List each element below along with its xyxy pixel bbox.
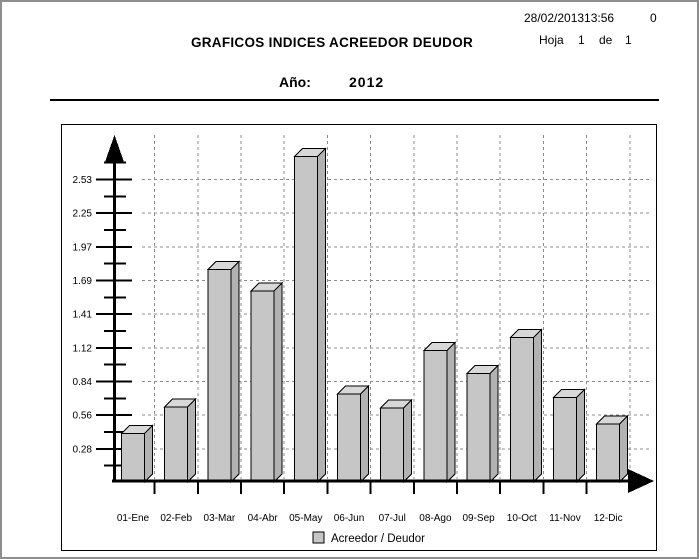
bar-side-face <box>144 424 153 484</box>
y-axis-tick-label: 0.28 <box>73 444 93 455</box>
bar-side-face <box>576 388 585 484</box>
y-axis-tick-label: 1.69 <box>73 276 93 287</box>
bar-06-Jun <box>337 393 361 483</box>
bar-chart: 0.28 0.56 0.84 1.12 1.41 1.69 1.97 2.25 2.53 01-E… <box>73 135 654 545</box>
bar-side-face <box>230 260 240 484</box>
bar-03-Mar <box>207 269 232 483</box>
x-axis-category-label: 07-Jul <box>379 513 406 524</box>
bar-01-Ene <box>121 433 145 483</box>
report-datetime: 28/02/201313:56 <box>524 11 615 25</box>
header-rule <box>50 99 659 101</box>
x-axis-category-label: 08-Ago <box>419 513 452 524</box>
sheet-of-label: de <box>599 33 613 47</box>
x-axis-line <box>112 479 629 483</box>
y-axis-tick-label: 0.56 <box>73 411 93 422</box>
bar-side-face <box>446 341 456 484</box>
bar-11-Nov <box>553 397 577 483</box>
bar-side-face <box>316 147 326 484</box>
bar-08-Ago <box>423 350 448 483</box>
x-axis-arrow-icon <box>628 469 654 493</box>
report-counter: 0 <box>650 11 657 25</box>
bar-side-face <box>619 414 629 484</box>
bar-05-May <box>293 156 318 483</box>
sheet-label: Hoja <box>539 33 564 47</box>
y-axis-tick-label: 1.97 <box>73 242 93 253</box>
bar-02-Feb <box>164 406 189 483</box>
year-label: Año: <box>279 74 311 90</box>
x-axis-category-label: 11-Nov <box>549 513 581 524</box>
year-value: 2012 <box>349 74 385 90</box>
sheet-page-number: 1 <box>578 33 585 47</box>
x-axis-category-label: 10-Oct <box>507 513 537 524</box>
x-axis-category-label: 04-Abr <box>248 513 279 524</box>
y-axis-tick-label: 1.12 <box>73 343 93 354</box>
bar-12-Dic <box>596 423 621 483</box>
x-axis-category-label: 09-Sep <box>462 513 495 524</box>
bar-07-Jul <box>380 407 405 483</box>
x-axis-category-label: 03-Mar <box>204 513 236 524</box>
page-title: GRAFICOS INDICES ACREEDOR DEUDOR <box>190 35 474 50</box>
y-axis-tick-label: 1.41 <box>73 310 93 321</box>
x-axis-category-label: 05-May <box>289 513 322 524</box>
y-axis-arrow-icon <box>105 135 124 162</box>
y-axis-line <box>113 162 116 480</box>
bar-side-face <box>360 384 369 484</box>
bar-09-Sep <box>466 373 491 483</box>
sheet-total-pages: 1 <box>625 33 632 47</box>
chart-frame: 0.28 0.56 0.84 1.12 1.41 1.69 1.97 2.25 2.53 01-E… <box>61 124 657 551</box>
bar-side-face <box>403 398 413 484</box>
x-axis-category-label: 12-Dic <box>594 513 623 524</box>
bar-side-face <box>273 281 283 484</box>
y-axis-tick-label: 2.25 <box>73 209 93 220</box>
x-axis-category-label: 01-Ene <box>117 513 150 524</box>
bar-side-face <box>187 397 197 484</box>
legend-swatch <box>312 531 325 544</box>
bar-04-Abr <box>250 290 275 483</box>
y-axis-tick-label: 0.84 <box>73 377 93 388</box>
bar-side-face <box>489 364 499 484</box>
x-axis-category-label: 02-Feb <box>160 513 192 524</box>
x-axis-category-label: 06-Jun <box>334 513 365 524</box>
bar-side-face <box>532 328 542 484</box>
y-axis-tick-label: 2.53 <box>73 175 93 186</box>
bar-10-Oct <box>509 337 534 483</box>
legend-label: Acreedor / Deudor <box>331 533 425 545</box>
